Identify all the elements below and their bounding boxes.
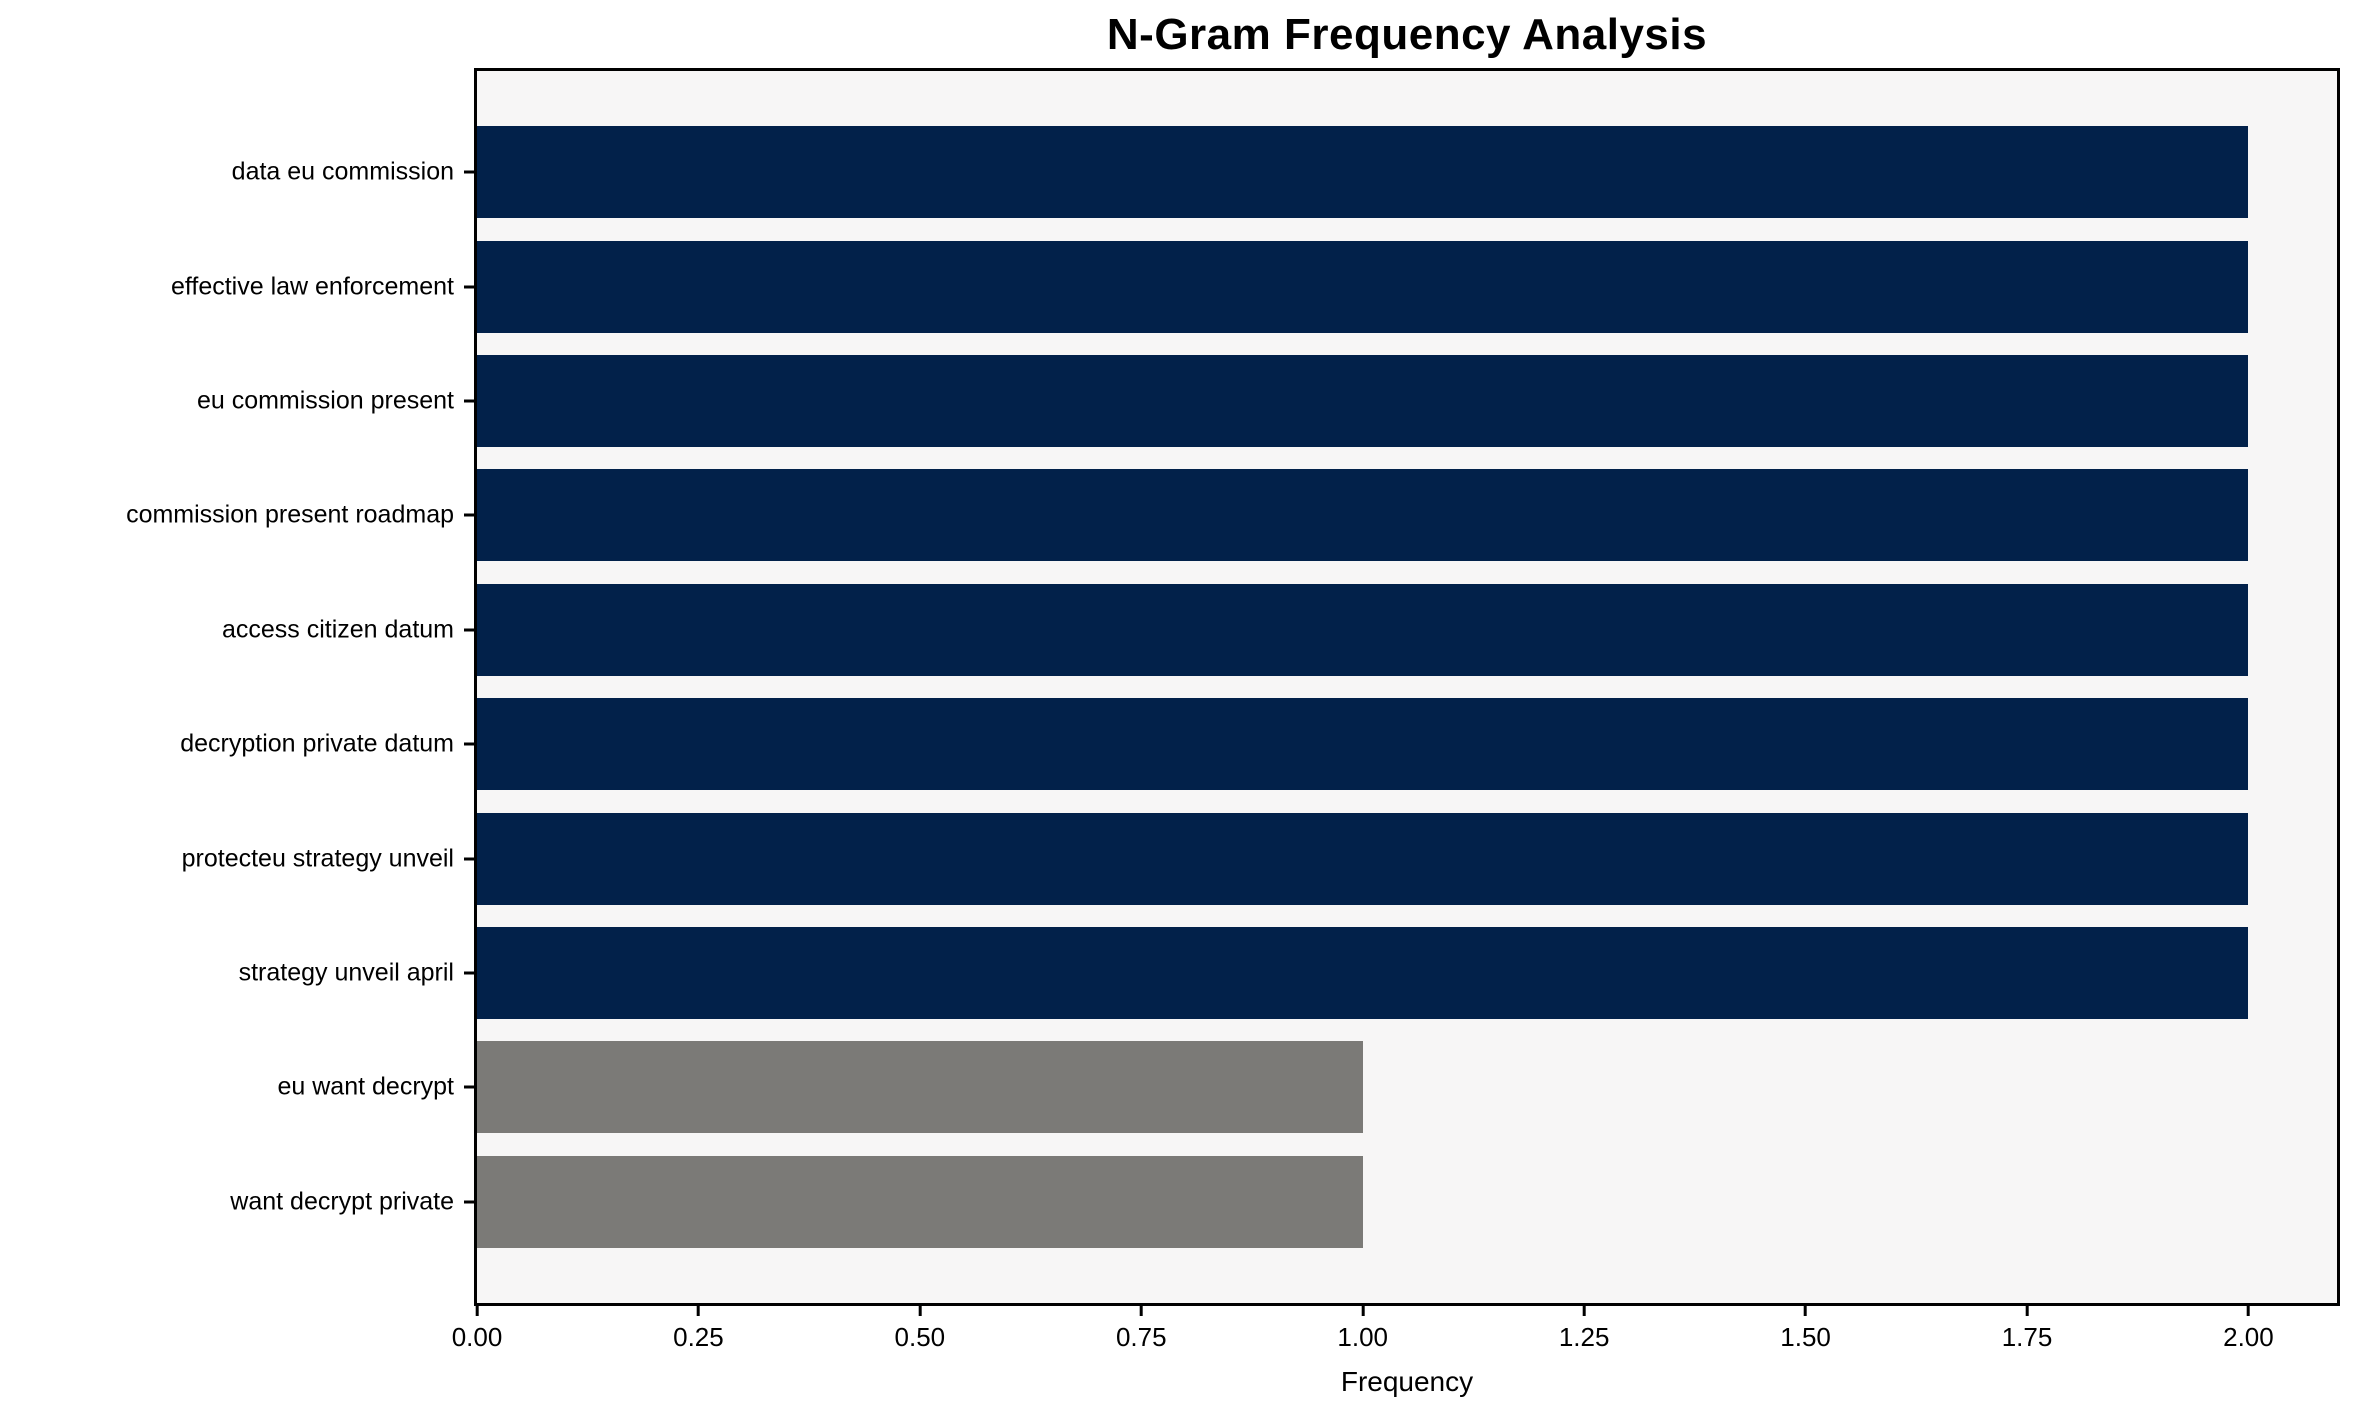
- x-tick-mark: [475, 1306, 479, 1316]
- bar: [477, 1041, 1363, 1134]
- x-tick-mark: [1361, 1306, 1365, 1316]
- x-tick-label: 0.75: [1115, 1322, 1167, 1352]
- y-tick-mark: [464, 399, 477, 403]
- x-tick: 1.00: [1337, 1306, 1388, 1353]
- x-tick: 1.25: [1558, 1306, 1610, 1353]
- bar-row: want decrypt private: [230, 1145, 2337, 1259]
- bar-row: data eu commission: [232, 115, 2337, 229]
- x-tick-mark: [2025, 1306, 2029, 1316]
- x-tick-mark: [1804, 1306, 1808, 1316]
- bar: [477, 1155, 1363, 1248]
- bar-row: protecteu strategy unveil: [182, 801, 2337, 915]
- x-tick: 0.75: [1116, 1306, 1167, 1353]
- y-tick-label: decryption private datum: [180, 729, 454, 758]
- x-axis-label: Frequency: [1340, 1366, 1474, 1397]
- y-tick-mark: [464, 1200, 477, 1204]
- bars-container: data eu commission effective law enforcem…: [126, 71, 2337, 1303]
- x-tick-mark: [2246, 1306, 2250, 1316]
- bar-row: eu want decrypt: [278, 1030, 2337, 1144]
- bar-row: decryption private datum: [180, 687, 2337, 801]
- y-tick-mark: [464, 285, 477, 289]
- bar-row: eu commission present: [197, 344, 2337, 458]
- bar: [477, 126, 2249, 219]
- x-tick-mark: [1582, 1306, 1586, 1316]
- x-tick-mark: [696, 1306, 700, 1316]
- bar: [477, 240, 2249, 333]
- x-tick-label: 1.25: [1558, 1322, 1610, 1352]
- x-tick: 0.50: [894, 1306, 946, 1353]
- bar-row: effective law enforcement: [171, 229, 2337, 343]
- x-tick-label: 0.50: [894, 1322, 946, 1352]
- y-tick-label: eu want decrypt: [277, 1072, 455, 1101]
- y-tick-mark: [464, 628, 477, 632]
- x-tick-label: 0.25: [673, 1322, 724, 1352]
- y-tick-mark: [464, 857, 477, 861]
- x-tick-label: 1.75: [2001, 1322, 2053, 1352]
- y-tick-mark: [464, 971, 477, 975]
- x-tick-label: 1.00: [1337, 1322, 1389, 1352]
- y-tick-label: access citizen datum: [221, 615, 454, 644]
- bar: [477, 698, 2249, 791]
- x-tick: 1.50: [1780, 1306, 1831, 1353]
- bar: [477, 812, 2249, 905]
- y-tick-label: commission present roadmap: [126, 500, 454, 529]
- y-tick-label: eu commission present: [196, 386, 454, 415]
- x-tick: 0.00: [451, 1306, 503, 1353]
- x-tick-label: 1.50: [1780, 1322, 1831, 1352]
- chart-title: N-Gram Frequency Analysis: [1106, 10, 1708, 59]
- y-tick-label: want decrypt private: [230, 1187, 454, 1216]
- bar: [477, 469, 2249, 562]
- x-axis: 0.00 0.25 0.50 0.75 1.00 1.25 1.50 1.75 2.00: [452, 1306, 2337, 1376]
- x-tick: 0.25: [673, 1306, 724, 1353]
- x-tick-label: 0.00: [451, 1322, 503, 1352]
- y-tick-label: data eu commission: [231, 157, 454, 186]
- x-tick-mark: [918, 1306, 922, 1316]
- x-tick: 2.00: [2223, 1306, 2274, 1353]
- bar: [477, 583, 2249, 676]
- bar: [477, 354, 2249, 447]
- x-tick-mark: [1139, 1306, 1143, 1316]
- y-tick-label: strategy unveil april: [238, 958, 454, 987]
- x-tick: 1.75: [2001, 1306, 2053, 1353]
- bar-row: commission present roadmap: [126, 458, 2337, 572]
- y-tick-mark: [464, 170, 477, 174]
- x-tick-label: 2.00: [2223, 1322, 2274, 1352]
- y-tick-mark: [464, 513, 477, 517]
- bar-row: strategy unveil april: [239, 916, 2337, 1030]
- y-tick-mark: [464, 742, 477, 746]
- plot-area: data eu commission effective law enforcem…: [126, 68, 2340, 1306]
- bar-row: access citizen datum: [222, 573, 2337, 687]
- y-tick-label: effective law enforcement: [170, 272, 454, 301]
- y-tick-mark: [464, 1085, 477, 1089]
- bar: [477, 926, 2249, 1019]
- y-tick-label: protecteu strategy unveil: [181, 844, 454, 873]
